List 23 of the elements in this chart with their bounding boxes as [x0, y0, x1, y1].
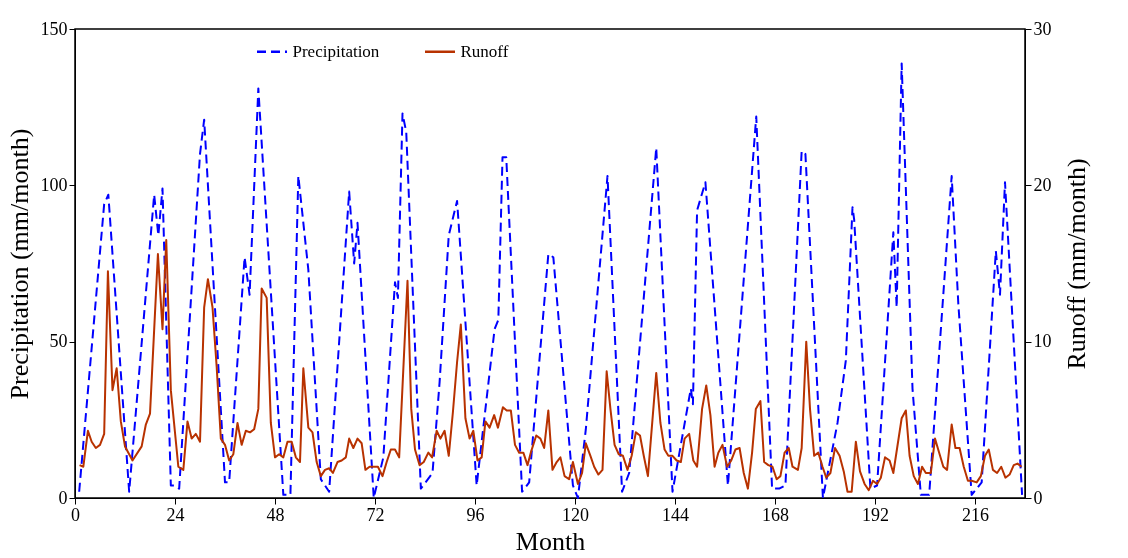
legend-label: Runoff [460, 41, 509, 61]
x-tick-label: 96 [466, 504, 485, 525]
y2-tick-label: 10 [1033, 331, 1052, 352]
y2-axis-title: Runoff (mm/month) [1061, 158, 1091, 370]
y-tick-label: 150 [40, 18, 68, 39]
y2-tick-label: 30 [1033, 18, 1052, 39]
x-tick-label: 192 [862, 504, 889, 525]
legend-label: Precipitation [292, 41, 380, 61]
x-tick-label: 24 [166, 504, 185, 525]
x-tick-label: 72 [366, 504, 385, 525]
y2-tick-label: 20 [1033, 174, 1052, 195]
x-tick-label: 168 [762, 504, 789, 525]
x-tick-label: 144 [662, 504, 689, 525]
y-tick-label: 50 [49, 331, 68, 352]
x-tick-label: 120 [562, 504, 589, 525]
y-tick-label: 100 [40, 174, 68, 195]
line-series [78, 239, 1023, 493]
x-axis-title: Month [515, 526, 586, 556]
x-tick-label: 48 [266, 504, 285, 525]
x-tick-label: 216 [962, 504, 989, 525]
y2-tick-label: 0 [1033, 487, 1043, 508]
y-tick-label: 0 [58, 487, 68, 508]
y-axis-title: Precipitation (mm/month) [4, 128, 34, 400]
